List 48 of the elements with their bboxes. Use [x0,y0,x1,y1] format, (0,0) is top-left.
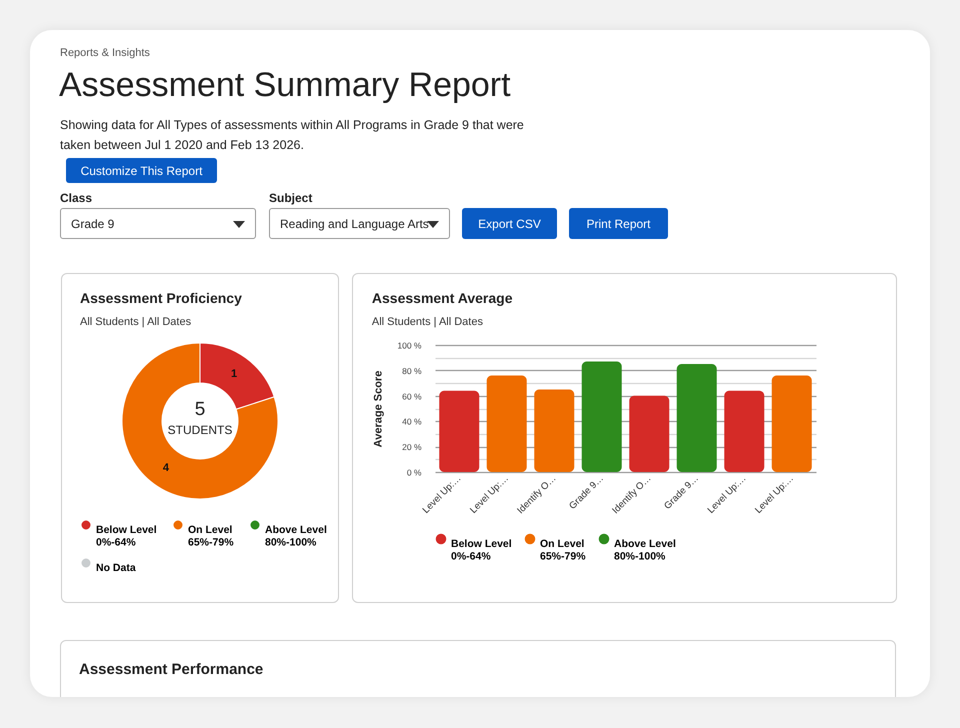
y-tick-label: 60 % [402,391,422,402]
legend-label: On Level [188,524,232,536]
legend-label: On Level [540,538,584,550]
bar [676,364,717,472]
bar [582,362,622,472]
text: Assessment Summary Report [59,66,511,105]
text: Subject [269,191,312,205]
legend-label: Above Level [265,524,327,536]
bar [629,396,670,472]
text: 0%-64% [96,536,136,548]
bar [724,390,764,472]
legend-label: No Data [96,562,136,574]
bar [772,375,812,472]
text: Grade 9 [60,208,256,239]
text: 65%-79% [540,550,586,562]
text: Print Report [569,208,668,239]
y-tick-label: 20 % [402,442,422,452]
y-axis-title: Average Score [372,370,384,448]
legend-label: Below Level [96,524,157,536]
y-tick-label: 0 % [406,468,422,478]
chart-subtitle: All Students | All Dates [80,316,192,328]
text: 80%-100% [265,536,318,548]
text: Reports & Insights [60,47,150,59]
text: Export CSV [462,208,557,239]
data-label: 4 [162,462,170,474]
donut-slice [122,342,278,500]
text: Showing data for All Types of assessments within All Programs in Grade 9 that were taken between Jul 1 2020 and Feb 13 2026. [60,117,525,154]
text: 65%-79% [188,536,234,548]
text: Customize This Report [66,158,217,183]
data-label: 1 [231,368,238,380]
y-tick-label: 40 % [402,416,422,427]
legend-label: Below Level [451,538,512,550]
text: 80%-100% [614,550,666,562]
text: 5 [194,399,206,420]
y-tick-label: 100 % [397,340,422,350]
text: STUDENTS [168,423,232,437]
y-tick-label: 80 % [402,366,422,376]
text: Class [60,191,92,205]
chart-subtitle: All Students | All Dates [372,316,484,328]
text: Reading and Language Arts [269,208,450,239]
legend-label: Above Level [614,538,676,550]
bar [439,390,480,472]
bar [486,375,527,472]
text: 0%-64% [451,550,492,562]
chart-title: Assessment Proficiency [80,290,242,306]
bar [534,389,574,472]
text: Assessment Performance [79,661,264,678]
chart-title: Assessment Average [372,290,513,306]
